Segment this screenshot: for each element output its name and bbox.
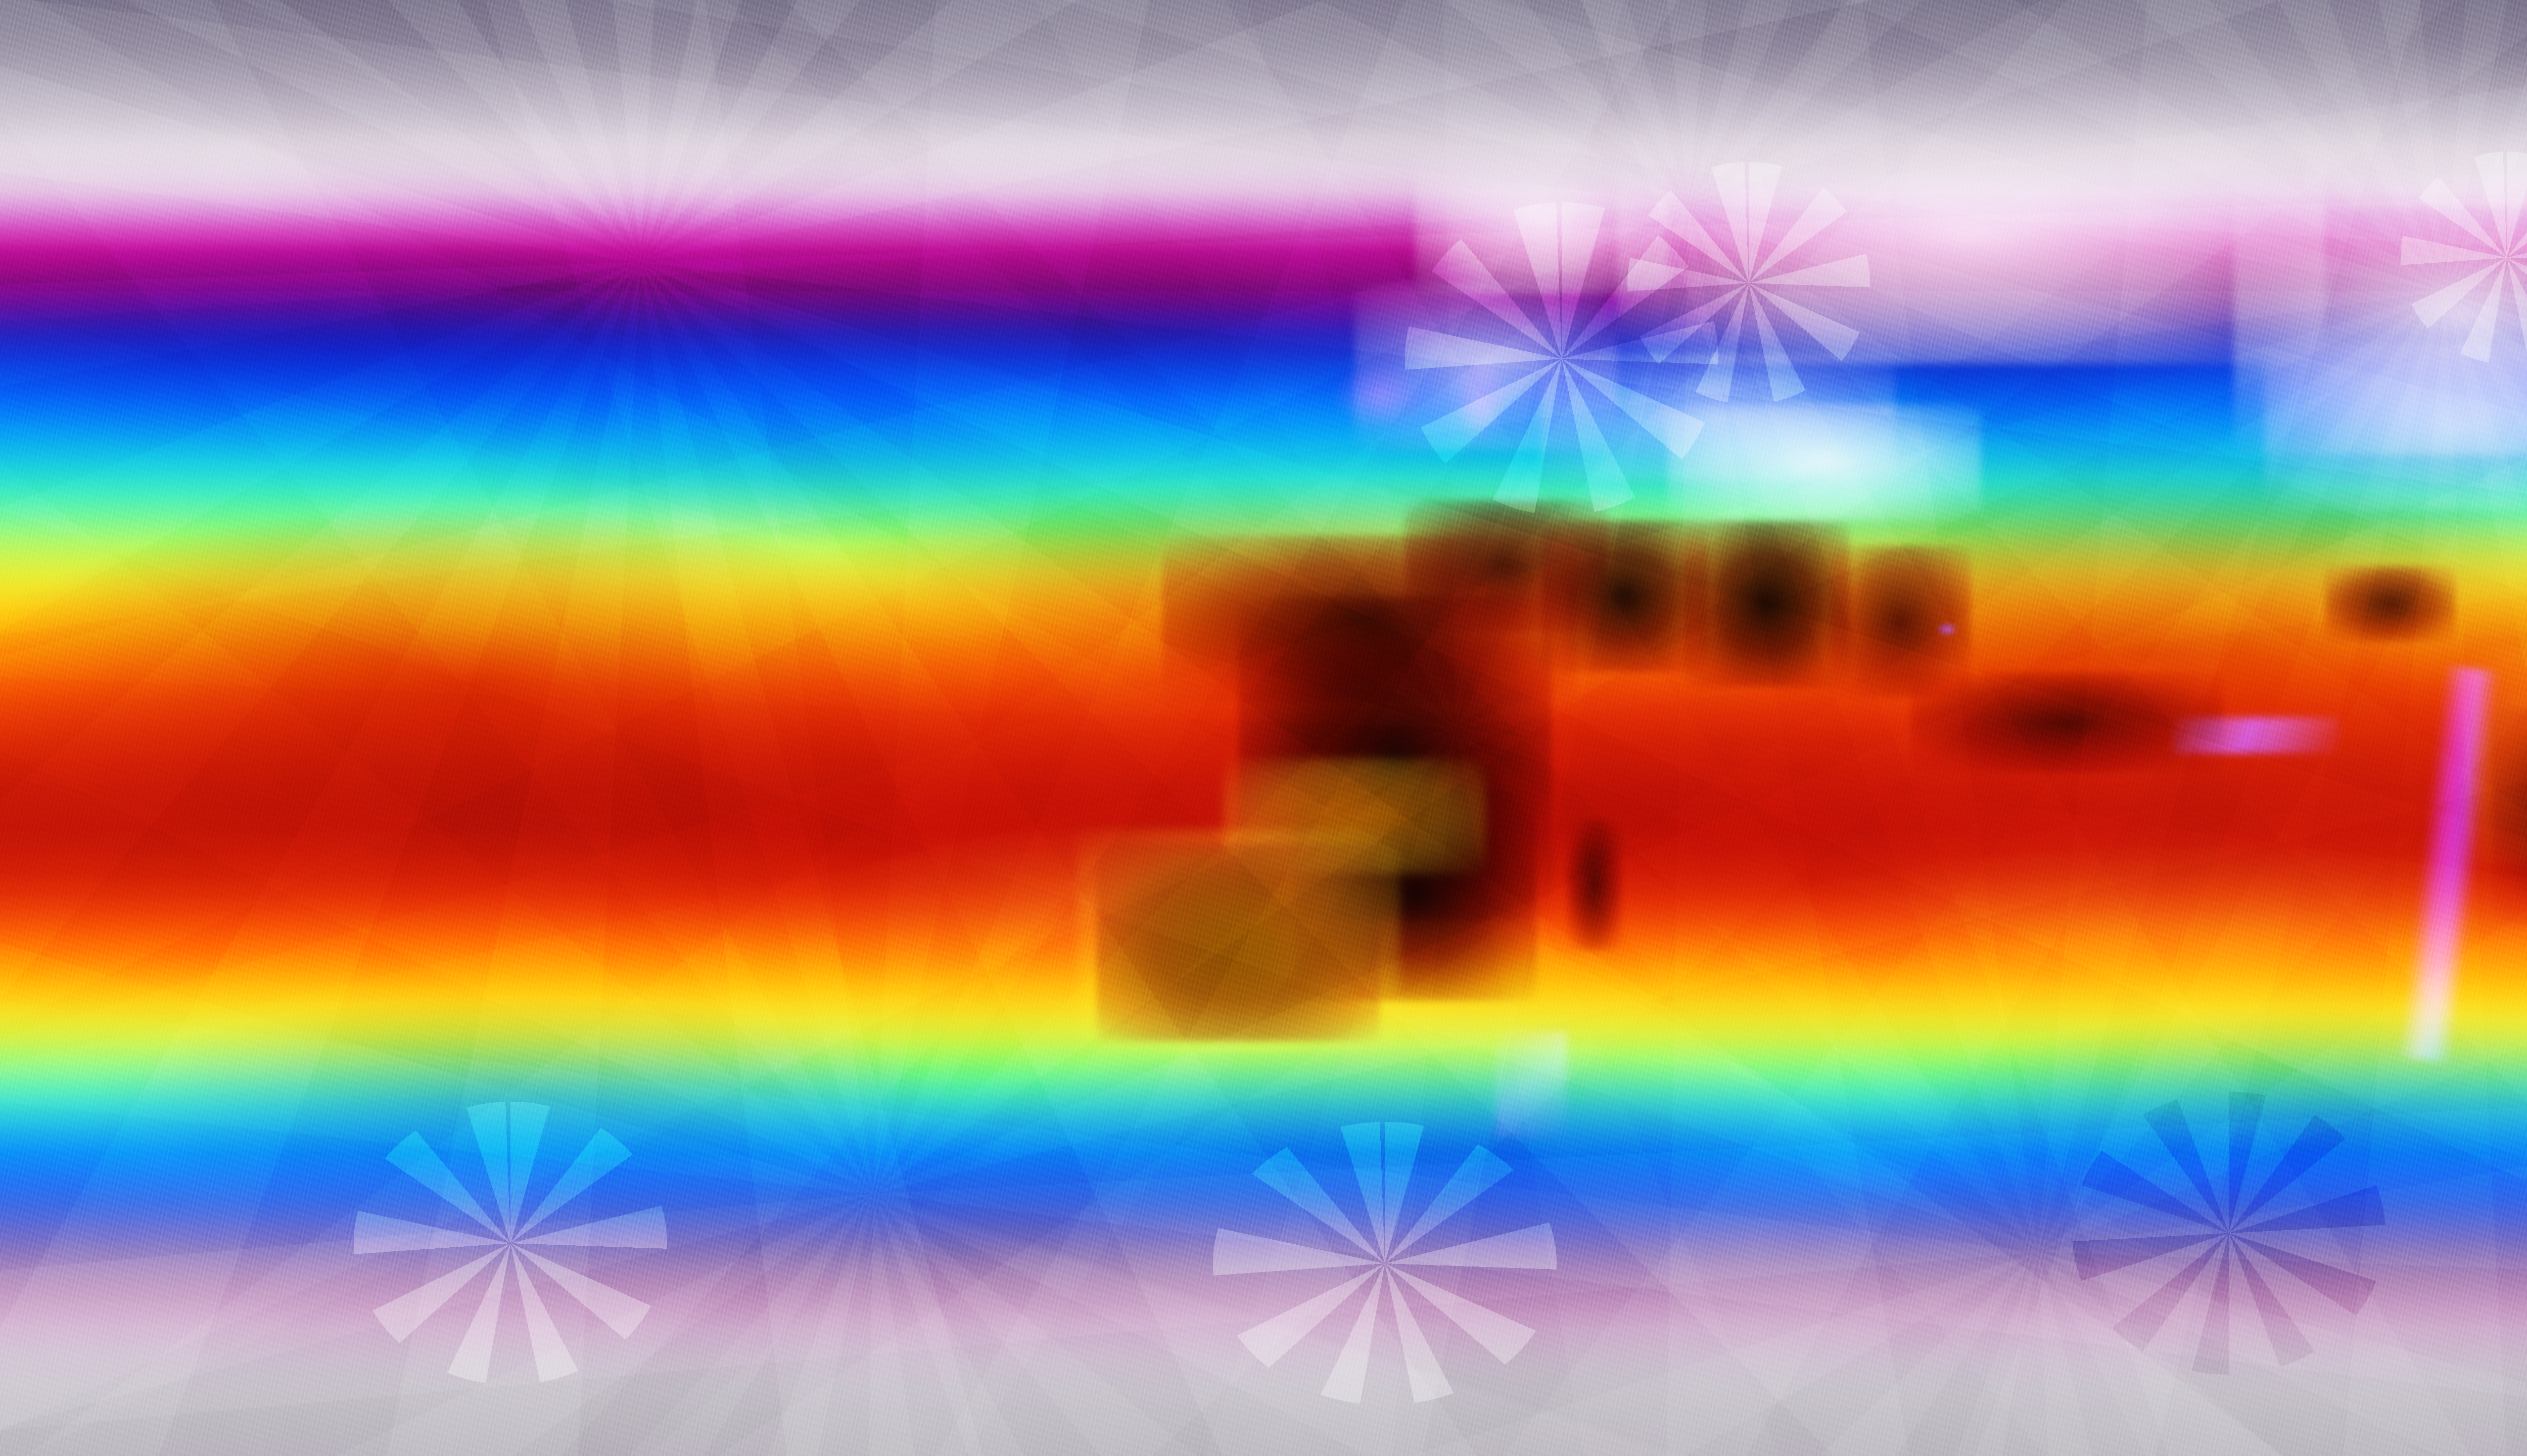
cloud-mottle-texture xyxy=(0,0,2527,1456)
global-temperature-map xyxy=(0,0,2527,1456)
